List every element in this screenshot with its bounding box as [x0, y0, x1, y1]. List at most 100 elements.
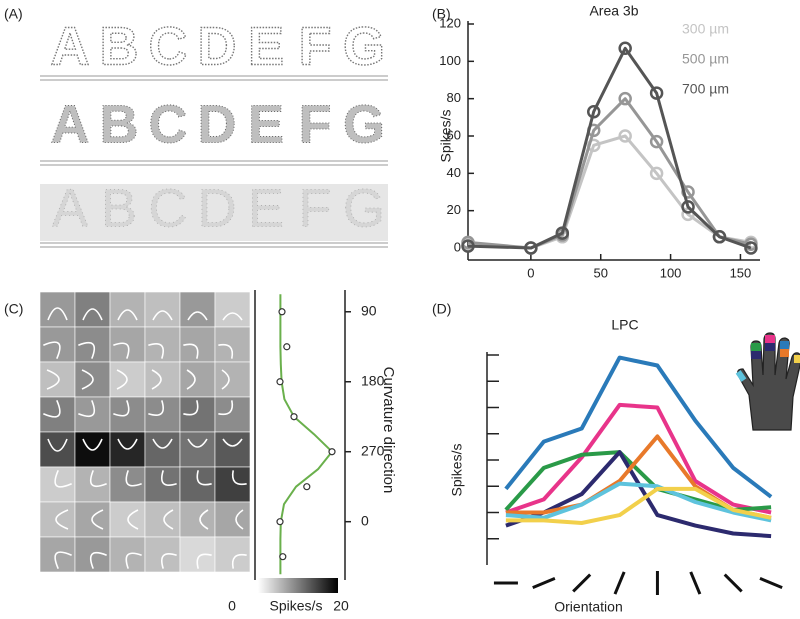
data-point — [290, 413, 298, 421]
heatmap-cell — [179, 431, 216, 468]
fit-curve — [279, 294, 333, 575]
letter-stimulus: F — [299, 178, 332, 238]
heatmap-cell — [179, 361, 216, 398]
heatmap-cell — [179, 291, 216, 328]
shape-stimulus — [183, 343, 199, 359]
shape-stimulus — [116, 369, 128, 390]
y-tick-label: 270 — [361, 442, 385, 458]
shape-stimulus — [199, 509, 209, 530]
shape-stimulus — [163, 509, 174, 530]
orientation-glyph — [723, 573, 743, 593]
heatmap-cell — [214, 431, 251, 468]
data-point — [649, 134, 664, 149]
data-point — [328, 448, 336, 456]
letter-stimulus: D — [198, 178, 237, 238]
data-point — [303, 483, 311, 491]
shape-stimulus — [117, 438, 138, 450]
heatmap-cell — [39, 291, 76, 328]
heatmap-cell — [214, 501, 251, 538]
heatmap-cell — [144, 501, 181, 538]
series-line — [467, 46, 752, 250]
shape-stimulus — [43, 341, 61, 359]
data-point — [649, 86, 664, 100]
y-axis-label: Spikes/s — [438, 110, 454, 163]
x-tick-label: 150 — [730, 265, 752, 280]
shape-stimulus — [221, 369, 230, 390]
colorbar-label: Spikes/s — [270, 598, 323, 614]
letter-stimulus: C — [149, 94, 188, 154]
data-point — [681, 200, 695, 214]
shape-stimulus — [91, 509, 104, 530]
panel-label: (B) — [432, 6, 451, 22]
data-point — [712, 230, 727, 244]
legend-entry: 500 µm — [682, 51, 729, 67]
texture-band — [40, 184, 388, 241]
heatmap-cell — [39, 431, 76, 468]
data-point — [524, 241, 538, 255]
heatmap-cell — [109, 361, 146, 398]
shape-stimulus — [78, 341, 96, 359]
shape-stimulus — [117, 309, 138, 321]
shape-stimulus — [125, 552, 142, 569]
shape-stimulus — [54, 470, 72, 488]
chart-title: Area 3b — [589, 3, 638, 19]
shape-stimulus — [78, 400, 96, 418]
letter-stimulus: D — [198, 16, 237, 76]
x-tick-label: 100 — [660, 265, 682, 280]
shape-stimulus — [47, 307, 68, 321]
shape-stimulus — [46, 369, 60, 390]
data-point — [618, 91, 632, 106]
shape-stimulus — [151, 369, 162, 390]
heatmap-cell — [144, 431, 181, 468]
series-line — [505, 402, 772, 515]
data-point — [555, 226, 570, 240]
x-axis-label: Orientation — [554, 599, 622, 615]
shape-stimulus — [125, 470, 142, 487]
shape-stimulus — [231, 470, 247, 486]
data-point — [618, 129, 632, 143]
y-tick-label: 180 — [361, 372, 385, 388]
shape-stimulus — [218, 343, 234, 359]
shape-stimulus — [218, 400, 234, 416]
shape-stimulus — [160, 470, 177, 487]
chart-title: LPC — [611, 317, 638, 333]
letter-stimulus: A — [51, 94, 90, 154]
shape-stimulus — [54, 551, 72, 569]
data-point — [649, 166, 664, 181]
shape-stimulus — [43, 400, 61, 418]
letter-stimulus: F — [299, 94, 332, 154]
shape-stimulus — [231, 553, 247, 569]
shape-stimulus — [186, 369, 196, 390]
shape-stimulus — [89, 470, 107, 488]
orientation-glyph — [759, 577, 783, 589]
legend-entry: 700 µm — [682, 81, 729, 97]
data-point — [461, 239, 475, 253]
x-tick-label: 50 — [593, 265, 607, 280]
heatmap-cell — [39, 501, 76, 538]
shape-stimulus — [235, 509, 244, 530]
letter-stimulus: C — [149, 16, 188, 76]
data-point — [276, 518, 284, 526]
y-axis-label: Spikes/s — [449, 444, 465, 497]
series-line — [505, 481, 772, 523]
y-tick-label: 0 — [454, 239, 461, 254]
data-point — [283, 343, 291, 351]
panel-label: (C) — [4, 301, 23, 317]
y-tick-label: 80 — [447, 90, 461, 105]
series-line — [504, 355, 773, 499]
data-point — [279, 553, 287, 561]
series-line — [467, 134, 752, 250]
x-tick-label: 0 — [527, 265, 534, 280]
data-point — [586, 104, 601, 119]
shape-stimulus — [113, 400, 130, 417]
heatmap-cell — [74, 291, 111, 328]
shape-stimulus — [152, 310, 173, 321]
colorbar-tick-label: 20 — [333, 598, 349, 614]
letter-stimulus: E — [248, 16, 284, 76]
y-tick-label: 60 — [447, 127, 461, 142]
heatmap-cell — [144, 361, 181, 398]
shape-stimulus — [148, 400, 165, 417]
letter-stimulus: F — [299, 16, 332, 76]
orientation-glyph — [572, 573, 592, 593]
